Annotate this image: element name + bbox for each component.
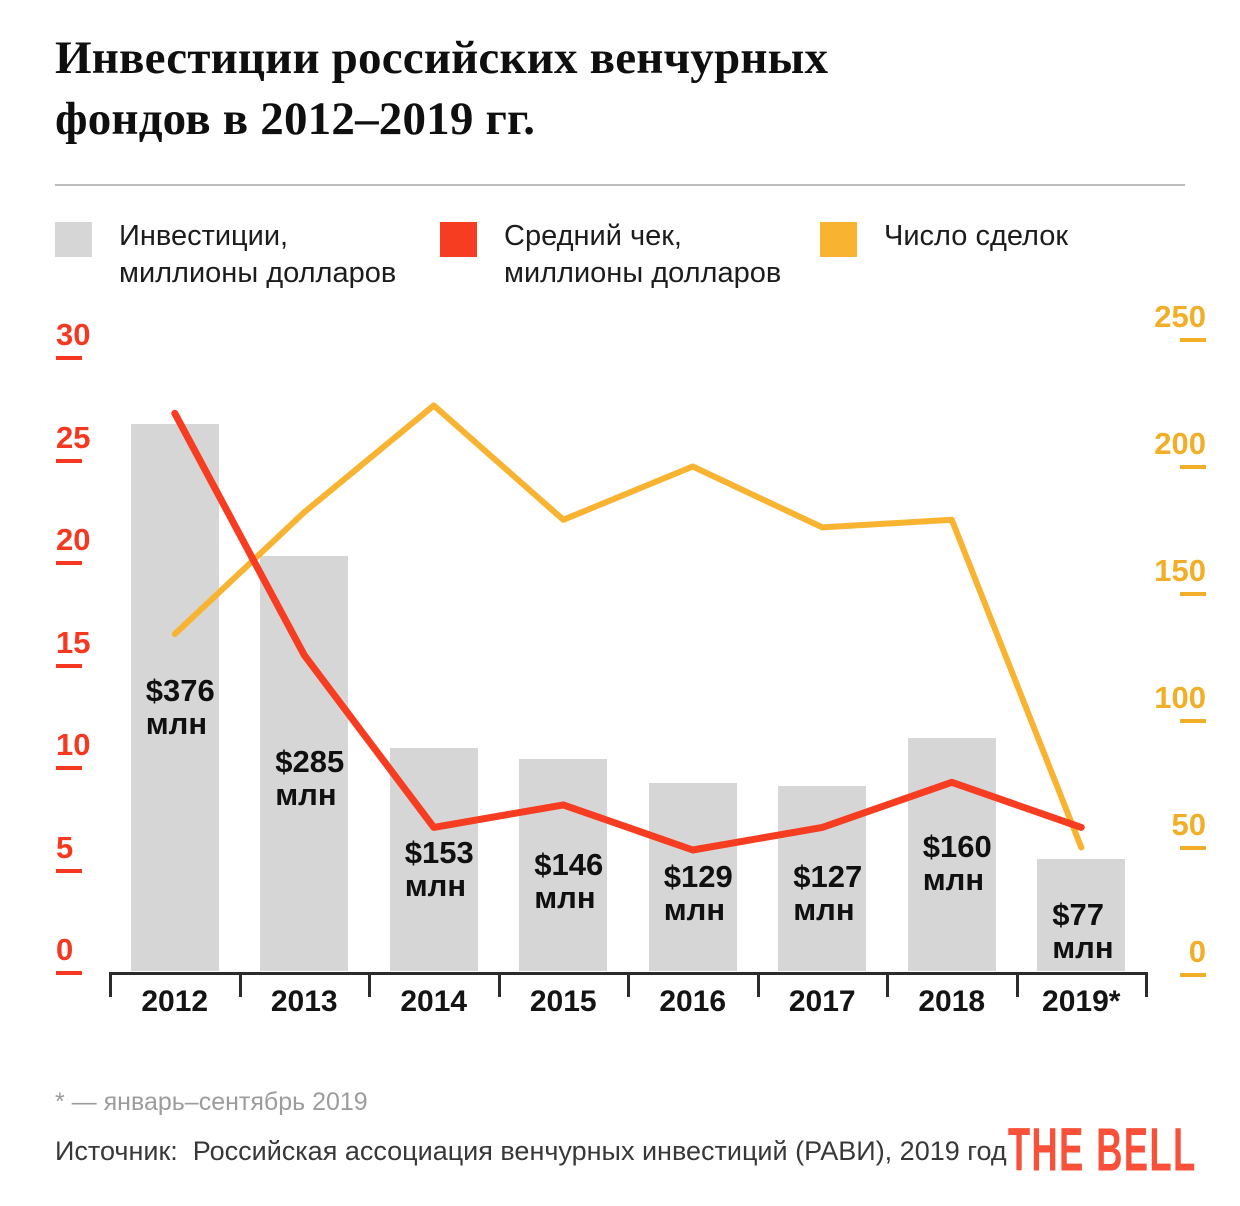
left-axis-tick-20: 20 (56, 523, 116, 565)
bar-value-label-2012: $376 млн (145, 673, 215, 741)
legend-item-deals-count: Число сделок (820, 220, 1068, 257)
x-axis-label-2014: 2014 (400, 985, 468, 1018)
right-axis-tick-150: 150 (1126, 554, 1206, 596)
deals-count-line (171, 402, 1085, 851)
divider (55, 184, 1185, 186)
x-axis-tick (1015, 972, 1019, 997)
left-axis-tick-15: 15 (56, 625, 116, 668)
bar-value-label-2019*: $77 млн (1052, 897, 1114, 965)
right-axis-tick-0: 0 (1126, 935, 1206, 977)
bar-value-label-2017: $127 млн (793, 859, 863, 927)
x-axis-label-2019*: 2019* (1042, 985, 1121, 1018)
legend-label-deals-count: Число сделок (884, 220, 1069, 252)
x-axis-tick (627, 972, 630, 997)
x-axis-label-2013: 2013 (270, 985, 338, 1018)
footnote: * — январь–сентябрь 2019 (55, 1088, 368, 1116)
x-axis-label-2017: 2017 (788, 985, 856, 1018)
legend-swatch-deals-count (820, 222, 857, 257)
x-axis-label-2018: 2018 (918, 985, 986, 1018)
legend-swatch-average-check (440, 222, 477, 257)
legend-label-investments: Инвестиции, миллионы долларов (119, 220, 397, 289)
x-axis-tick (886, 972, 889, 997)
right-axis-tick-100: 100 (1126, 681, 1206, 723)
bar-2016 (648, 783, 737, 971)
x-axis-label-2015: 2015 (529, 985, 597, 1018)
source-line: Источник: Российская ассоциация венчурны… (55, 1136, 1007, 1166)
average-check-line (171, 409, 1085, 854)
x-axis-tick (1145, 972, 1148, 997)
x-axis-label-2016: 2016 (659, 985, 727, 1018)
bar-2018 (907, 738, 996, 971)
right-axis-tick-250: 250 (1126, 300, 1206, 342)
chart-title: Инвестиции российских венчурных фондов в… (55, 28, 1135, 150)
x-axis-tick (238, 972, 242, 997)
legend-item-investments: Инвестиции, миллионы долларов (55, 220, 396, 292)
x-axis-tick (368, 972, 371, 997)
legend-label-average-check: Средний чек, миллионы долларов (504, 220, 782, 289)
x-axis-tick (756, 972, 760, 997)
bar-2012 (130, 423, 219, 971)
bar-value-label-2015: $146 млн (534, 847, 604, 915)
left-axis-tick-25: 25 (56, 420, 116, 463)
bar-value-label-2014: $153 млн (404, 835, 474, 903)
legend-item-average-check: Средний чек, миллионы долларов (440, 220, 781, 292)
bar-value-label-2018: $160 млн (922, 829, 992, 897)
bar-2013 (260, 556, 349, 971)
chart-title-line-1: Инвестиции российских венчурных (55, 32, 829, 84)
left-axis-tick-0: 0 (56, 933, 116, 975)
left-axis-tick-5: 5 (56, 830, 116, 873)
x-axis-label-2012: 2012 (141, 985, 209, 1018)
bar-2019* (1037, 858, 1126, 971)
the-bell-logo: THE BELL (1008, 1115, 1197, 1185)
right-axis-tick-200: 200 (1126, 427, 1206, 469)
x-axis-tick (497, 972, 501, 997)
bar-value-label-2013: $285 млн (275, 744, 345, 812)
left-axis-tick-10: 10 (56, 728, 116, 770)
chart-title-line-2: фондов в 2012–2019 гг. (55, 93, 536, 145)
bar-value-label-2016: $129 млн (663, 859, 733, 927)
right-axis-tick-50: 50 (1126, 808, 1206, 850)
bar-2015 (519, 758, 608, 971)
x-axis-tick (109, 972, 112, 997)
left-axis-tick-30: 30 (56, 318, 116, 360)
legend-swatch-investments (55, 222, 92, 257)
